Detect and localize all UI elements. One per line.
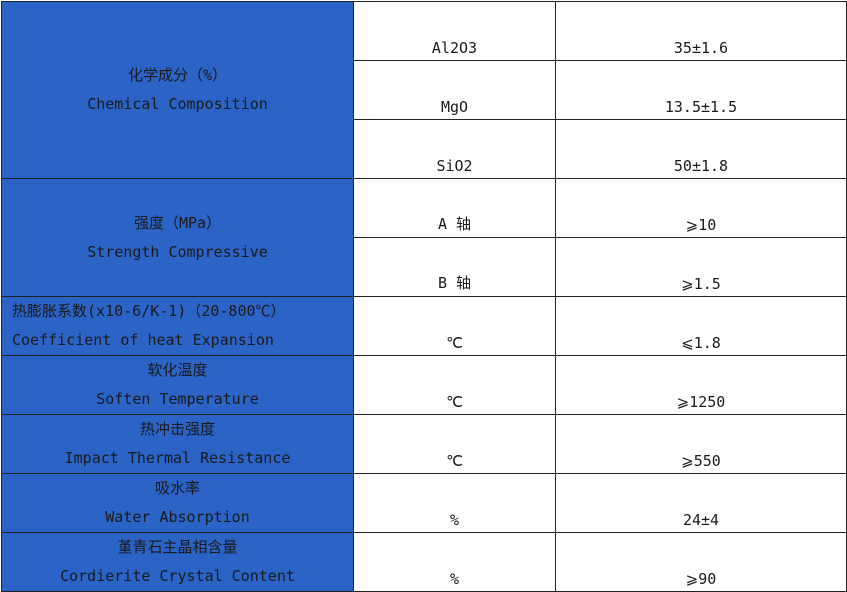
table-row: 热膨胀系数(x10-6/K-1)（20-800℃） Coefficient of … (1, 296, 847, 356)
table-row: 吸水率 Water Absorption% 24±4 (1, 473, 847, 533)
value-cell: 13.5±1.5 (555, 60, 847, 120)
table-row: MgO 13.5±1.5 (2, 60, 847, 120)
property-label-cell: 吸水率 Water Absorption (1, 473, 354, 533)
property-name-en: Coefficient of heat Expansion (12, 331, 274, 349)
property-name-zh: 强度（MPa） (133, 213, 222, 232)
property-name-zh: 吸水率 (154, 479, 200, 497)
value-cell: ⩾10 (555, 178, 847, 238)
property-name-zh: 软化温度 (147, 361, 208, 379)
value-cell: 50±1.8 (555, 119, 847, 179)
unit-cell: ℃ (353, 414, 556, 474)
value-cell: 24±4 (555, 473, 847, 533)
value-cell: 35±1.6 (555, 1, 847, 61)
value-cell: ⩾90 (555, 532, 847, 592)
property-label-cell: 热膨胀系数(x10-6/K-1)（20-800℃） Coefficient of … (1, 296, 354, 356)
unit-cell: ℃ (353, 296, 556, 356)
property-label-cell: 化学成分（%） Chemical Composition (1, 1, 354, 179)
table-row: 堇青石主晶相含量 Cordierite Crystal Content% ⩾90 (1, 532, 847, 592)
property-name-zh: 热冲击强度 (139, 420, 215, 438)
property-name-en: Soften Temperature (96, 390, 259, 408)
value-cell: ⩾1.5 (555, 237, 847, 297)
property-name-en: Water Absorption (105, 508, 250, 526)
property-label-cell: 强度（MPa） Strength Compressive (1, 178, 354, 297)
property-name-zh: 化学成分（%） (127, 66, 228, 84)
property-name-en: Chemical Composition (87, 95, 268, 113)
unit-cell: A 轴 (353, 178, 556, 238)
property-name-zh: 热膨胀系数(x10-6/K-1)（20-800℃） (12, 302, 286, 320)
table-row: SiO2 50±1.8 (2, 119, 847, 179)
unit-cell: ℃ (353, 355, 556, 415)
value-cell: ⩾1250 (555, 355, 847, 415)
unit-cell: SiO2 (353, 119, 556, 179)
table-row: 热冲击强度 Impact Thermal Resistance ℃ ⩾550 (1, 414, 847, 474)
unit-cell: MgO (353, 60, 556, 120)
property-label-cell: 热冲击强度 Impact Thermal Resistance (1, 414, 354, 474)
unit-cell: % (353, 473, 556, 533)
property-label-cell: 软化温度 Soften Temperature (1, 355, 354, 415)
table-row: B 轴 ⩾1.5 (2, 237, 847, 297)
property-label-cell: 堇青石主晶相含量 Cordierite Crystal Content (1, 532, 354, 592)
table-row: 软化温度 Soften Temperature ℃ ⩾1250 (1, 355, 847, 415)
unit-cell: Al2O3 (353, 1, 556, 61)
property-name-en: Cordierite Crystal Content (60, 567, 295, 585)
unit-cell: % (353, 532, 556, 592)
table-row: 强度（MPa） Strength Compressive A 轴 ⩾10 (1, 178, 847, 297)
unit-cell: B 轴 (353, 237, 556, 297)
table-row: 化学成分（%） Chemical Composition Al2O3 35±1.6 (1, 1, 847, 179)
property-name-zh: 堇青石主晶相含量 (117, 538, 238, 556)
property-name-en: Impact Thermal Resistance (64, 449, 291, 467)
value-cell: ⩾550 (555, 414, 847, 474)
property-name-en: Strength Compressive (87, 242, 268, 261)
value-cell: ⩽1.8 (555, 296, 847, 356)
